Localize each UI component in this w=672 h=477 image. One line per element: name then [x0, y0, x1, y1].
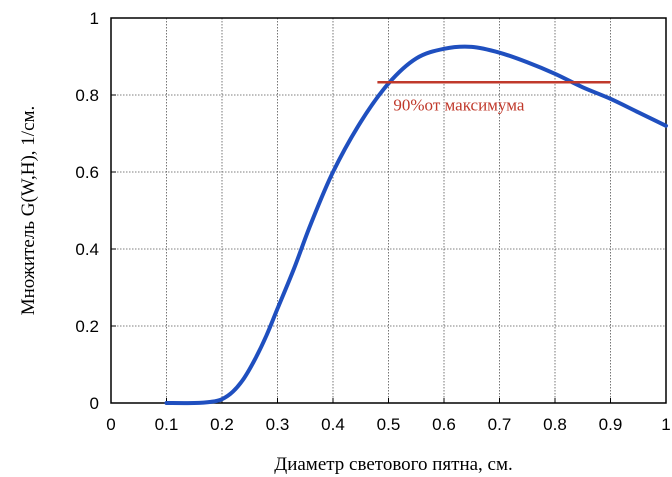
- x-tick-label: 0.1: [155, 415, 179, 434]
- x-tick-label: 1: [661, 415, 670, 434]
- series-line: [164, 44, 668, 406]
- y-axis-label: Множитель G(W,H), 1/см.: [18, 106, 39, 316]
- x-tick-label: 0.2: [210, 415, 234, 434]
- x-tick-labels: 0 0.1 0.2 0.3 0.4 0.5 0.6 0.7 0.8 0.9 1: [106, 415, 670, 434]
- x-tick-label: 0.3: [266, 415, 290, 434]
- y-tick-label: 0.6: [75, 163, 99, 182]
- x-tick-label: 0.8: [543, 415, 567, 434]
- grid: [111, 18, 666, 403]
- y-tick-labels: 0 0.2 0.4 0.6 0.8 1: [75, 9, 99, 413]
- y-tick-label: 1: [90, 9, 99, 28]
- y-tick-label: 0: [90, 394, 99, 413]
- x-tick-label: 0.7: [488, 415, 512, 434]
- y-tick-label: 0.2: [75, 317, 99, 336]
- x-tick-label: 0.9: [599, 415, 623, 434]
- y-tick-label: 0.4: [75, 240, 99, 259]
- y-tick-label: 0.8: [75, 86, 99, 105]
- x-tick-label: 0: [106, 415, 115, 434]
- x-tick-label: 0.6: [432, 415, 456, 434]
- max-90-percent-label: 90%от максимума: [393, 95, 524, 114]
- x-axis-label: Диаметр светового пятна, см.: [274, 454, 513, 475]
- x-tick-label: 0.5: [377, 415, 401, 434]
- x-tick-label: 0.4: [321, 415, 345, 434]
